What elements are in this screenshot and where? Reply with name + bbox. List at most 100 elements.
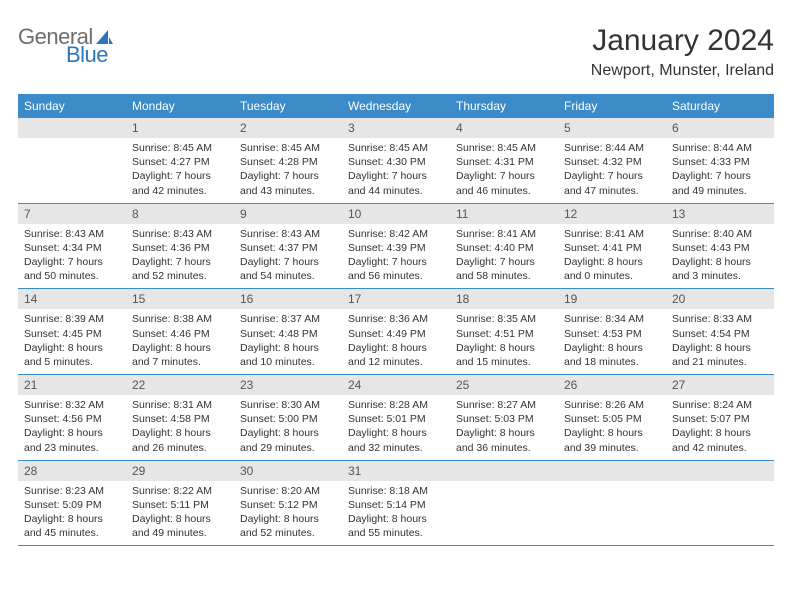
day-cell: 23Sunrise: 8:30 AMSunset: 5:00 PMDayligh… bbox=[234, 375, 342, 460]
day-line: Sunrise: 8:31 AM bbox=[132, 398, 228, 412]
day-line: Sunrise: 8:43 AM bbox=[24, 227, 120, 241]
day-line: Daylight: 8 hours bbox=[132, 512, 228, 526]
day-line: Daylight: 7 hours bbox=[24, 255, 120, 269]
day-line: Sunrise: 8:42 AM bbox=[348, 227, 444, 241]
day-line: and 39 minutes. bbox=[564, 441, 660, 455]
day-line: Daylight: 7 hours bbox=[456, 255, 552, 269]
day-line: Daylight: 8 hours bbox=[672, 255, 768, 269]
day-number-empty bbox=[666, 461, 774, 481]
day-line: Sunset: 4:32 PM bbox=[564, 155, 660, 169]
day-line: Sunset: 4:56 PM bbox=[24, 412, 120, 426]
header: GeneralBlue January 2024 Newport, Munste… bbox=[18, 24, 774, 80]
day-body: Sunrise: 8:40 AMSunset: 4:43 PMDaylight:… bbox=[666, 224, 774, 289]
day-line: Sunrise: 8:20 AM bbox=[240, 484, 336, 498]
day-body: Sunrise: 8:44 AMSunset: 4:32 PMDaylight:… bbox=[558, 138, 666, 203]
day-line: and 36 minutes. bbox=[456, 441, 552, 455]
day-body: Sunrise: 8:20 AMSunset: 5:12 PMDaylight:… bbox=[234, 481, 342, 546]
day-cell: 18Sunrise: 8:35 AMSunset: 4:51 PMDayligh… bbox=[450, 289, 558, 374]
day-number: 11 bbox=[450, 204, 558, 224]
day-line: Sunrise: 8:44 AM bbox=[672, 141, 768, 155]
day-number: 27 bbox=[666, 375, 774, 395]
day-number: 1 bbox=[126, 118, 234, 138]
day-line: Sunrise: 8:36 AM bbox=[348, 312, 444, 326]
day-cell: 11Sunrise: 8:41 AMSunset: 4:40 PMDayligh… bbox=[450, 204, 558, 289]
day-number: 25 bbox=[450, 375, 558, 395]
day-line: Sunset: 4:53 PM bbox=[564, 327, 660, 341]
day-number: 7 bbox=[18, 204, 126, 224]
day-body: Sunrise: 8:32 AMSunset: 4:56 PMDaylight:… bbox=[18, 395, 126, 460]
day-line: Daylight: 7 hours bbox=[240, 255, 336, 269]
day-line: Sunset: 4:51 PM bbox=[456, 327, 552, 341]
day-body: Sunrise: 8:37 AMSunset: 4:48 PMDaylight:… bbox=[234, 309, 342, 374]
day-number: 19 bbox=[558, 289, 666, 309]
day-header: Saturday bbox=[666, 94, 774, 118]
day-cell: 28Sunrise: 8:23 AMSunset: 5:09 PMDayligh… bbox=[18, 461, 126, 546]
day-line: Daylight: 8 hours bbox=[564, 255, 660, 269]
day-line: Daylight: 8 hours bbox=[564, 341, 660, 355]
day-line: Sunrise: 8:43 AM bbox=[132, 227, 228, 241]
day-cell: 20Sunrise: 8:33 AMSunset: 4:54 PMDayligh… bbox=[666, 289, 774, 374]
day-body: Sunrise: 8:43 AMSunset: 4:36 PMDaylight:… bbox=[126, 224, 234, 289]
day-body: Sunrise: 8:41 AMSunset: 4:41 PMDaylight:… bbox=[558, 224, 666, 289]
day-line: Daylight: 7 hours bbox=[672, 169, 768, 183]
day-line: Daylight: 7 hours bbox=[132, 255, 228, 269]
day-line: and 18 minutes. bbox=[564, 355, 660, 369]
day-line: and 55 minutes. bbox=[348, 526, 444, 540]
day-line: Daylight: 8 hours bbox=[456, 341, 552, 355]
day-cell: 5Sunrise: 8:44 AMSunset: 4:32 PMDaylight… bbox=[558, 118, 666, 203]
day-line: Daylight: 8 hours bbox=[24, 426, 120, 440]
day-line: Sunset: 4:36 PM bbox=[132, 241, 228, 255]
day-line: and 3 minutes. bbox=[672, 269, 768, 283]
day-line: Sunset: 4:48 PM bbox=[240, 327, 336, 341]
day-line: Sunrise: 8:43 AM bbox=[240, 227, 336, 241]
day-line: Daylight: 8 hours bbox=[348, 426, 444, 440]
day-line: Sunset: 5:09 PM bbox=[24, 498, 120, 512]
day-body: Sunrise: 8:45 AMSunset: 4:27 PMDaylight:… bbox=[126, 138, 234, 203]
day-line: Sunrise: 8:45 AM bbox=[132, 141, 228, 155]
day-line: Sunrise: 8:37 AM bbox=[240, 312, 336, 326]
day-header: Friday bbox=[558, 94, 666, 118]
day-line: Sunrise: 8:34 AM bbox=[564, 312, 660, 326]
day-number: 6 bbox=[666, 118, 774, 138]
day-line: Sunset: 4:30 PM bbox=[348, 155, 444, 169]
day-number: 28 bbox=[18, 461, 126, 481]
day-number: 22 bbox=[126, 375, 234, 395]
day-cell: 7Sunrise: 8:43 AMSunset: 4:34 PMDaylight… bbox=[18, 204, 126, 289]
day-line: Sunset: 4:46 PM bbox=[132, 327, 228, 341]
day-line: Sunrise: 8:30 AM bbox=[240, 398, 336, 412]
day-line: and 5 minutes. bbox=[24, 355, 120, 369]
day-cell: 22Sunrise: 8:31 AMSunset: 4:58 PMDayligh… bbox=[126, 375, 234, 460]
day-line: and 32 minutes. bbox=[348, 441, 444, 455]
day-header: Sunday bbox=[18, 94, 126, 118]
day-body: Sunrise: 8:42 AMSunset: 4:39 PMDaylight:… bbox=[342, 224, 450, 289]
day-line: Sunrise: 8:27 AM bbox=[456, 398, 552, 412]
day-cell: 30Sunrise: 8:20 AMSunset: 5:12 PMDayligh… bbox=[234, 461, 342, 546]
calendar-week: 21Sunrise: 8:32 AMSunset: 4:56 PMDayligh… bbox=[18, 375, 774, 461]
day-number: 2 bbox=[234, 118, 342, 138]
day-number: 26 bbox=[558, 375, 666, 395]
day-number: 5 bbox=[558, 118, 666, 138]
day-line: and 54 minutes. bbox=[240, 269, 336, 283]
day-body: Sunrise: 8:35 AMSunset: 4:51 PMDaylight:… bbox=[450, 309, 558, 374]
day-header: Thursday bbox=[450, 94, 558, 118]
day-cell: 19 Sunrise: 8:34 AMSunset: 4:53 PMDayligh… bbox=[558, 289, 666, 374]
day-cell: 3Sunrise: 8:45 AMSunset: 4:30 PMDaylight… bbox=[342, 118, 450, 203]
day-number: 8 bbox=[126, 204, 234, 224]
day-line: Sunrise: 8:23 AM bbox=[24, 484, 120, 498]
day-number: 4 bbox=[450, 118, 558, 138]
day-line: Sunset: 4:41 PM bbox=[564, 241, 660, 255]
day-line: Sunset: 4:58 PM bbox=[132, 412, 228, 426]
day-number: 17 bbox=[342, 289, 450, 309]
day-line: Daylight: 8 hours bbox=[24, 341, 120, 355]
day-line: Sunset: 4:49 PM bbox=[348, 327, 444, 341]
day-cell: 29Sunrise: 8:22 AMSunset: 5:11 PMDayligh… bbox=[126, 461, 234, 546]
day-cell: 21Sunrise: 8:32 AMSunset: 4:56 PMDayligh… bbox=[18, 375, 126, 460]
day-body: Sunrise: 8:23 AMSunset: 5:09 PMDaylight:… bbox=[18, 481, 126, 546]
day-body bbox=[450, 481, 558, 489]
day-cell: 27Sunrise: 8:24 AMSunset: 5:07 PMDayligh… bbox=[666, 375, 774, 460]
day-line: Daylight: 8 hours bbox=[240, 426, 336, 440]
day-line: and 47 minutes. bbox=[564, 184, 660, 198]
day-cell: 31Sunrise: 8:18 AMSunset: 5:14 PMDayligh… bbox=[342, 461, 450, 546]
day-headers-row: SundayMondayTuesdayWednesdayThursdayFrid… bbox=[18, 94, 774, 118]
day-cell: 10Sunrise: 8:42 AMSunset: 4:39 PMDayligh… bbox=[342, 204, 450, 289]
